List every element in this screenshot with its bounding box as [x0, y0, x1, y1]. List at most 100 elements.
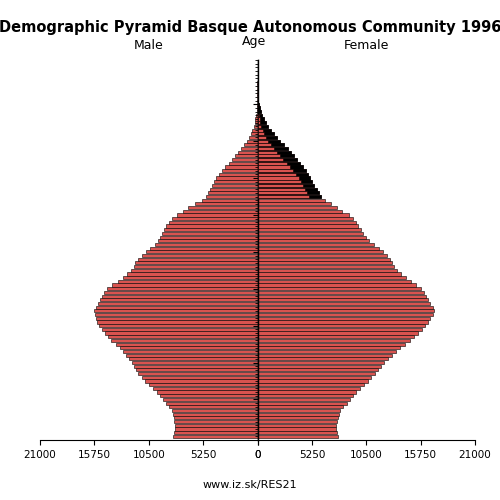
Bar: [258, 313, 432, 316]
Bar: [258, 232, 363, 235]
Bar: [258, 191, 318, 194]
Bar: [256, 114, 258, 117]
Bar: [258, 102, 259, 106]
Bar: [258, 198, 325, 202]
Bar: [108, 287, 258, 290]
Bar: [123, 276, 258, 279]
Bar: [258, 258, 390, 261]
Bar: [258, 162, 300, 165]
Bar: [258, 114, 262, 117]
Bar: [174, 420, 258, 423]
Bar: [123, 350, 258, 353]
Bar: [258, 383, 364, 386]
Bar: [258, 128, 271, 132]
Bar: [258, 402, 346, 404]
Bar: [258, 306, 432, 309]
Bar: [258, 184, 314, 187]
Bar: [258, 150, 290, 154]
Bar: [258, 147, 288, 150]
Bar: [258, 354, 392, 356]
Bar: [258, 280, 411, 283]
Bar: [258, 210, 342, 213]
Bar: [112, 284, 258, 286]
Bar: [258, 265, 394, 268]
Bar: [174, 416, 258, 420]
Bar: [258, 195, 320, 198]
Bar: [258, 121, 266, 124]
Bar: [258, 364, 381, 368]
Bar: [258, 140, 280, 142]
Bar: [208, 191, 258, 194]
Bar: [258, 169, 306, 172]
Bar: [258, 147, 288, 150]
Bar: [258, 368, 378, 372]
Bar: [138, 372, 258, 375]
Bar: [258, 246, 378, 250]
Bar: [258, 412, 340, 416]
Bar: [258, 125, 262, 128]
Bar: [258, 144, 271, 146]
Bar: [258, 118, 264, 120]
Bar: [258, 398, 350, 401]
Bar: [196, 202, 258, 205]
Bar: [188, 206, 258, 209]
Bar: [258, 294, 426, 298]
Bar: [258, 390, 356, 394]
Bar: [202, 198, 258, 202]
Bar: [258, 310, 434, 312]
Bar: [232, 158, 258, 161]
Bar: [258, 158, 297, 161]
Bar: [126, 354, 258, 356]
Bar: [258, 431, 337, 434]
Bar: [134, 364, 258, 368]
Bar: [258, 121, 260, 124]
Bar: [256, 118, 258, 120]
Bar: [258, 173, 308, 176]
Bar: [163, 398, 258, 401]
Bar: [258, 376, 372, 379]
Bar: [258, 169, 306, 172]
Bar: [214, 180, 258, 184]
Bar: [258, 162, 300, 165]
Bar: [258, 180, 312, 184]
Bar: [258, 284, 416, 286]
Bar: [258, 195, 310, 198]
Bar: [258, 236, 366, 238]
Bar: [96, 316, 258, 320]
Bar: [258, 428, 336, 430]
Bar: [258, 180, 312, 184]
Bar: [160, 394, 258, 398]
Bar: [256, 110, 258, 113]
Bar: [210, 188, 258, 190]
Bar: [258, 184, 314, 187]
Bar: [258, 114, 262, 117]
Bar: [164, 228, 258, 232]
Bar: [258, 332, 418, 334]
Bar: [175, 424, 258, 427]
Bar: [127, 272, 258, 276]
Bar: [258, 150, 290, 154]
Bar: [258, 136, 277, 139]
Bar: [258, 358, 388, 360]
Bar: [102, 294, 258, 298]
Bar: [258, 272, 402, 276]
Bar: [142, 254, 258, 257]
Bar: [166, 402, 258, 404]
Text: Female: Female: [344, 40, 389, 52]
Bar: [258, 176, 310, 180]
Bar: [258, 102, 259, 106]
Bar: [258, 132, 264, 136]
Bar: [228, 162, 258, 165]
Bar: [258, 188, 316, 190]
Bar: [258, 217, 353, 220]
Bar: [129, 358, 258, 360]
Bar: [258, 420, 337, 423]
Bar: [258, 176, 310, 180]
Bar: [258, 144, 284, 146]
Bar: [258, 214, 348, 216]
Bar: [134, 265, 258, 268]
Bar: [258, 169, 292, 172]
Bar: [219, 173, 258, 176]
Bar: [146, 250, 258, 254]
Bar: [172, 217, 258, 220]
